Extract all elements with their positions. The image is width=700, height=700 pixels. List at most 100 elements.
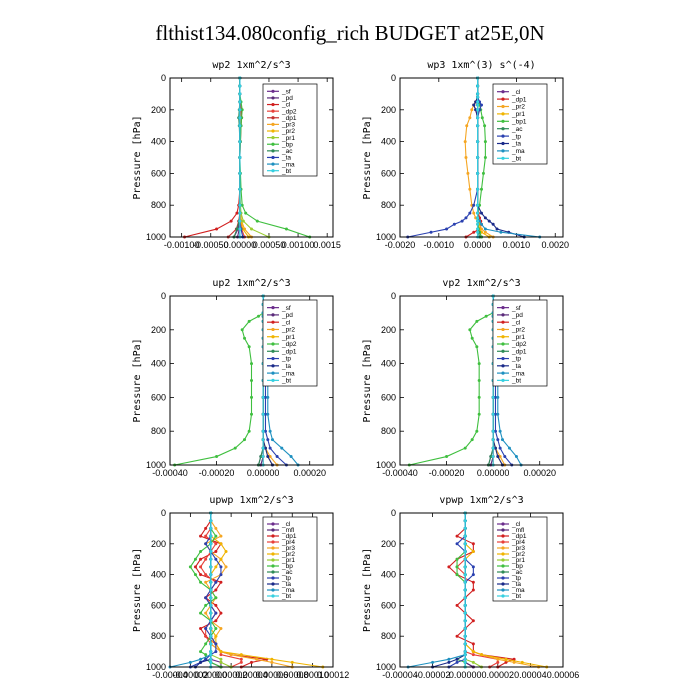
data-point — [204, 627, 208, 630]
data-point — [512, 657, 516, 661]
data-point — [209, 526, 213, 530]
data-point — [491, 438, 495, 442]
data-point — [463, 603, 467, 607]
legend-label: _dp2 — [281, 341, 297, 348]
data-point — [238, 124, 242, 128]
legend-marker — [271, 122, 275, 126]
panel-1: wp2 1xm^2/s^3 Pressure [hPa] 0 200 400 600 800… — [132, 60, 341, 250]
legend-label: _ta — [511, 581, 521, 588]
data-point — [504, 657, 508, 661]
data-point — [204, 580, 208, 584]
data-point — [238, 211, 242, 215]
legend-label: _dp1 — [511, 533, 527, 540]
y-tick-label: 0 — [391, 73, 396, 83]
data-point — [219, 565, 223, 569]
legend-marker — [501, 378, 505, 382]
x-tick-label: 0.00020 — [523, 468, 556, 478]
y-tick-label: 0 — [391, 508, 396, 518]
legend-marker — [271, 320, 275, 324]
legend-marker — [501, 594, 505, 598]
y-tick-label: 600 — [151, 168, 166, 178]
data-point — [209, 619, 213, 623]
legend-label: _ta — [511, 141, 521, 148]
data-point — [263, 429, 267, 433]
legend-label: _pr3 — [281, 545, 295, 552]
data-point — [224, 565, 228, 569]
data-point — [463, 519, 467, 523]
data-point — [199, 557, 203, 561]
plot-frame — [169, 295, 334, 466]
legend-label: _pr2 — [511, 551, 525, 558]
data-point — [463, 140, 467, 144]
y-tick-label: 200 — [151, 325, 166, 335]
legend-marker — [501, 97, 505, 101]
data-point — [290, 660, 294, 664]
data-point — [493, 429, 497, 433]
legend-label: _pr2 — [511, 327, 525, 334]
data-point — [263, 446, 267, 450]
x-tick-label: 0.00002 — [482, 670, 515, 680]
legend-marker — [271, 588, 275, 592]
data-point — [476, 187, 480, 191]
data-point — [214, 588, 218, 592]
legend-label: _ta — [281, 155, 291, 162]
legend-label: _dp1 — [281, 533, 297, 540]
legend-marker — [271, 528, 275, 532]
panel-4: vp2 1xm^2/s^3 Pressure [hPa] 0 200 400 600 800… — [362, 278, 564, 478]
legend-marker — [271, 356, 275, 361]
legend-marker — [271, 116, 275, 120]
data-point — [238, 116, 242, 120]
x-tick-label: -0.00004 — [382, 670, 418, 680]
data-point — [238, 219, 242, 223]
data-point — [266, 455, 270, 459]
data-point — [498, 429, 502, 433]
data-point — [476, 216, 480, 220]
data-point — [209, 642, 213, 646]
legend-label: _ac — [511, 569, 523, 576]
legend-label: _ma — [511, 148, 525, 155]
legend-marker — [501, 90, 505, 94]
legend-marker — [501, 522, 505, 526]
data-point — [243, 438, 247, 442]
data-point — [284, 227, 288, 231]
data-point — [214, 634, 218, 638]
data-point — [463, 557, 467, 561]
legend-marker — [271, 306, 275, 310]
legend-label: _pr1 — [511, 557, 525, 564]
data-point — [241, 219, 245, 223]
legend-label: _dp1 — [511, 348, 527, 355]
data-point — [472, 103, 476, 107]
data-point — [477, 362, 481, 366]
data-point — [261, 446, 265, 450]
data-point — [463, 596, 467, 600]
legend-marker — [501, 104, 505, 109]
y-axis-label: Pressure [hPa] — [132, 115, 143, 199]
data-point — [455, 534, 459, 538]
data-point — [240, 108, 244, 112]
data-point — [455, 603, 459, 607]
data-point — [209, 650, 213, 654]
data-point — [263, 412, 267, 416]
y-tick-label: 800 — [151, 631, 166, 641]
legend-marker — [271, 570, 275, 574]
legend-marker — [271, 371, 275, 375]
x-tick-label: 0.00000 — [224, 240, 257, 250]
data-point — [463, 627, 467, 630]
y-tick-label: 0 — [161, 73, 166, 83]
x-tick-label: 0.0010 — [503, 240, 531, 250]
data-point — [477, 395, 481, 399]
x-tick-label: 0.00002 — [215, 670, 248, 680]
data-point — [266, 412, 270, 416]
data-point — [491, 395, 495, 399]
data-point — [493, 446, 497, 450]
y-tick-label: 800 — [381, 426, 396, 436]
data-point — [471, 660, 475, 664]
data-point — [214, 550, 218, 553]
legend-label: _pr4 — [511, 539, 525, 546]
data-point — [214, 557, 218, 561]
y-tick-label: 1000 — [146, 662, 166, 672]
x-tick-label: -0.00100 — [164, 240, 200, 250]
legend-label: _dp2 — [281, 108, 297, 115]
legend-marker — [271, 155, 275, 160]
data-point — [471, 565, 475, 569]
